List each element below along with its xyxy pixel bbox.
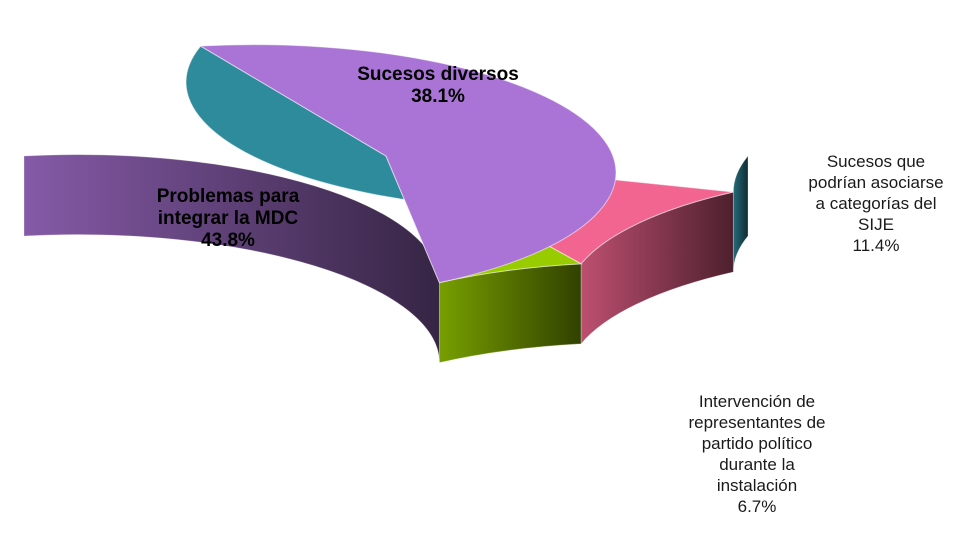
slice-label-4: Problemas para integrar la MDC 43.8% [157,186,300,251]
slice-name-line: representantes de [688,413,825,432]
slice-name-line: SIJE [858,215,894,234]
slice-value-label: 11.4% [853,236,900,255]
slice-name-line: Sucesos que [827,152,925,171]
slice-name-line: Sucesos diversos [357,64,519,85]
pie-slices [185,44,734,284]
slice-name-line: Intervención de [699,392,815,411]
pie-side-1 [732,154,749,273]
slice-name-line: instalación [717,476,797,495]
slice-labels: Sucesos diversos 38.1% Sucesos que podrían … [157,64,944,516]
pie-side-walls [23,154,749,364]
slice-value-label: 6.7% [738,497,777,516]
slice-name-line: integrar la MDC [158,208,299,229]
slice-value-label: 43.8% [201,230,255,251]
pie-side-4 [23,154,440,363]
slice-name-line: a categorías del [816,194,937,213]
slice-label-1: Sucesos diversos 38.1% [357,64,519,107]
slice-name-line: partido político [702,434,813,453]
slice-name-line: Problemas para [157,186,300,207]
slice-value-label: 38.1% [411,86,465,107]
slice-label-2: Sucesos que podrían asociarse a categorías… [808,152,943,255]
slice-name-line: podrían asociarse [808,173,943,192]
slice-name-line: durante la [719,455,795,474]
pie-slice-4 [198,44,617,284]
slice-label-3: Intervención de representantes de partido … [688,392,825,516]
